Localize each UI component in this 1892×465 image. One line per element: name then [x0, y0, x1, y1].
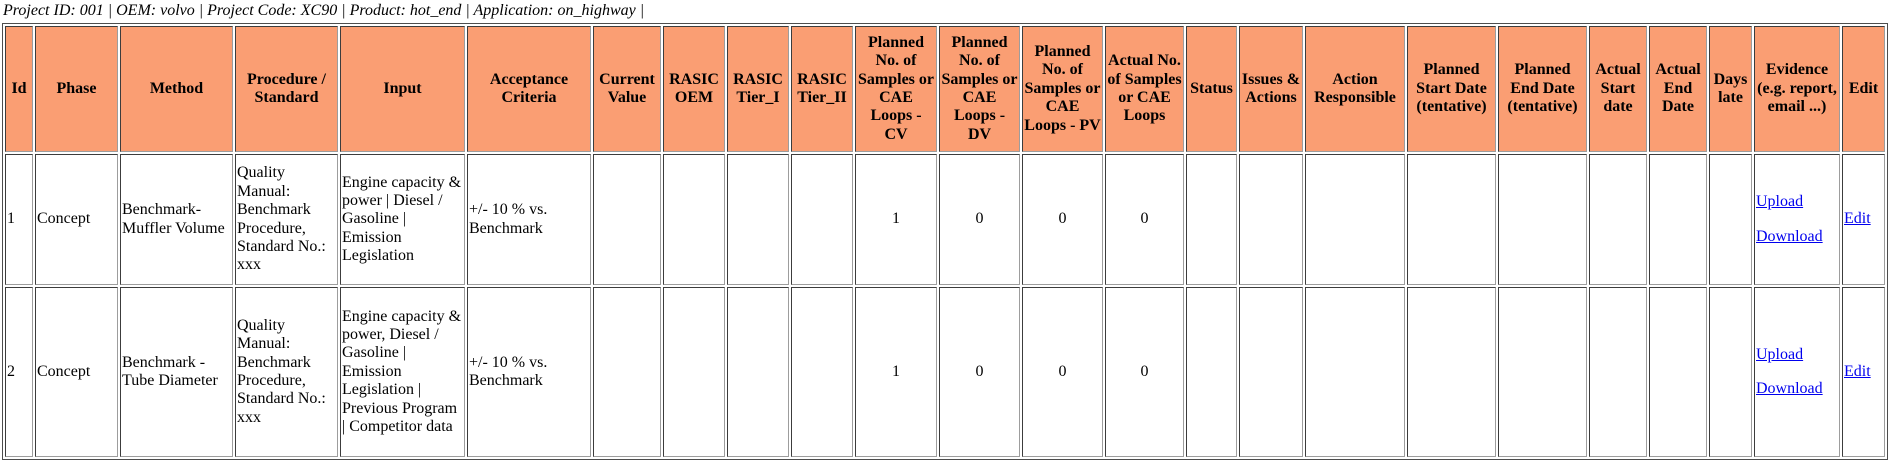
cell-actual-samples: 0 — [1105, 154, 1184, 285]
cell-method: Benchmark-Muffler Volume — [120, 154, 233, 285]
col-header-rasic-oem: RASIC OEM — [663, 26, 725, 152]
cell-action-responsible — [1305, 154, 1405, 285]
col-header-phase: Phase — [35, 26, 118, 152]
col-header-acceptance-criteria: Acceptance Criteria — [467, 26, 591, 152]
cell-rasic-tier-i — [727, 287, 789, 457]
cell-actual-start-date — [1589, 287, 1647, 457]
cell-current-value — [593, 154, 661, 285]
cell-action-responsible — [1305, 287, 1405, 457]
col-header-id: Id — [5, 26, 33, 152]
col-header-planned-samples-pv: Planned No. of Samples or CAE Loops - PV — [1022, 26, 1103, 152]
cell-status — [1186, 287, 1237, 457]
col-header-status: Status — [1186, 26, 1237, 152]
cell-edit: Edit — [1842, 287, 1885, 457]
cell-days-late — [1709, 287, 1752, 457]
cell-current-value — [593, 287, 661, 457]
col-header-planned-end-date: Planned End Date (tentative) — [1498, 26, 1587, 152]
cell-procedure-standard: Quality Manual: Benchmark Procedure, Sta… — [235, 287, 338, 457]
cell-planned-start-date — [1407, 154, 1496, 285]
col-header-days-late: Days late — [1709, 26, 1752, 152]
cell-edit: Edit — [1842, 154, 1885, 285]
cell-input: Engine capacity & power, Diesel / Gasoli… — [340, 287, 465, 457]
col-header-method: Method — [120, 26, 233, 152]
cell-id: 1 — [5, 154, 33, 285]
cell-issues-actions — [1239, 287, 1303, 457]
col-header-action-responsible: Action Responsible — [1305, 26, 1405, 152]
cell-rasic-tier-ii — [791, 154, 853, 285]
cell-actual-start-date — [1589, 154, 1647, 285]
cell-planned-start-date — [1407, 287, 1496, 457]
col-header-actual-start-date: Actual Start date — [1589, 26, 1647, 152]
col-header-planned-samples-dv: Planned No. of Samples or CAE Loops - DV — [939, 26, 1020, 152]
cell-rasic-oem — [663, 154, 725, 285]
cell-rasic-tier-ii — [791, 287, 853, 457]
project-plan-table: Id Phase Method Procedure / Standard Inp… — [2, 23, 1888, 460]
cell-planned-end-date — [1498, 154, 1587, 285]
cell-acceptance-criteria: +/- 10 % vs. Benchmark — [467, 154, 591, 285]
cell-planned-samples-dv: 0 — [939, 154, 1020, 285]
col-header-current-value: Current Value — [593, 26, 661, 152]
col-header-procedure-standard: Procedure / Standard — [235, 26, 338, 152]
cell-acceptance-criteria: +/- 10 % vs. Benchmark — [467, 287, 591, 457]
edit-link[interactable]: Edit — [1844, 210, 1871, 228]
cell-procedure-standard: Quality Manual: Benchmark Procedure, Sta… — [235, 154, 338, 285]
col-header-rasic-tier-ii: RASIC Tier_II — [791, 26, 853, 152]
cell-id: 2 — [5, 287, 33, 457]
cell-planned-end-date — [1498, 287, 1587, 457]
cell-planned-samples-dv: 0 — [939, 287, 1020, 457]
download-link[interactable]: Download — [1756, 380, 1823, 397]
cell-evidence: Upload Download — [1754, 154, 1840, 285]
table-row: 2 Concept Benchmark - Tube Diameter Qual… — [5, 287, 1885, 457]
cell-planned-samples-pv: 0 — [1022, 287, 1103, 457]
col-header-issues-actions: Issues & Actions — [1239, 26, 1303, 152]
col-header-actual-samples: Actual No. of Samples or CAE Loops — [1105, 26, 1184, 152]
cell-input: Engine capacity & power | Diesel / Gasol… — [340, 154, 465, 285]
col-header-rasic-tier-i: RASIC Tier_I — [727, 26, 789, 152]
cell-issues-actions — [1239, 154, 1303, 285]
table-row: 1 Concept Benchmark-Muffler Volume Quali… — [5, 154, 1885, 285]
cell-method: Benchmark - Tube Diameter — [120, 287, 233, 457]
col-header-input: Input — [340, 26, 465, 152]
col-header-edit: Edit — [1842, 26, 1885, 152]
cell-actual-end-date — [1649, 287, 1707, 457]
cell-evidence: Upload Download — [1754, 287, 1840, 457]
col-header-evidence: Evidence (e.g. report, email ...) — [1754, 26, 1840, 152]
upload-link[interactable]: Upload — [1756, 345, 1804, 363]
table-header-row: Id Phase Method Procedure / Standard Inp… — [5, 26, 1885, 152]
download-link[interactable]: Download — [1756, 227, 1823, 245]
col-header-actual-end-date: Actual End Date — [1649, 26, 1707, 152]
project-info-line: Project ID: 001 | OEM: volvo | Project C… — [3, 2, 645, 19]
cell-actual-samples: 0 — [1105, 287, 1184, 457]
edit-link[interactable]: Edit — [1844, 362, 1871, 380]
col-header-planned-samples-cv: Planned No. of Samples or CAE Loops - CV — [855, 26, 937, 152]
cell-actual-end-date — [1649, 154, 1707, 285]
cell-rasic-tier-i — [727, 154, 789, 285]
cell-planned-samples-cv: 1 — [855, 287, 937, 457]
cell-planned-samples-pv: 0 — [1022, 154, 1103, 285]
cell-planned-samples-cv: 1 — [855, 154, 937, 285]
cell-rasic-oem — [663, 287, 725, 457]
cell-status — [1186, 154, 1237, 285]
cell-days-late — [1709, 154, 1752, 285]
col-header-planned-start-date: Planned Start Date (tentative) — [1407, 26, 1496, 152]
upload-link[interactable]: Upload — [1756, 193, 1804, 211]
cell-phase: Concept — [35, 154, 118, 285]
cell-phase: Concept — [35, 287, 118, 457]
